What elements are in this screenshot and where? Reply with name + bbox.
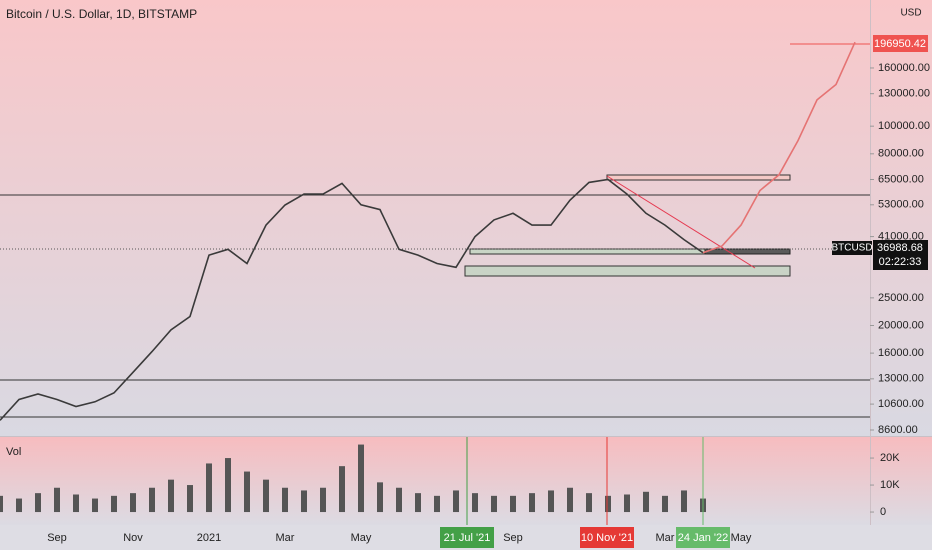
volume-bar xyxy=(377,482,383,513)
y-tick-label: 41000.00 xyxy=(878,230,924,242)
volume-bar xyxy=(0,495,3,513)
marker-label: 10 Nov '21 xyxy=(581,532,633,544)
volume-bar xyxy=(244,471,250,513)
y-tick-label: 100000.00 xyxy=(878,120,930,132)
volume-bar xyxy=(187,485,193,513)
x-tick-label: Sep xyxy=(503,532,523,544)
y-tick-label: 80000.00 xyxy=(878,148,924,160)
marker-box xyxy=(440,527,494,548)
y-tick-label: 10600.00 xyxy=(878,398,924,410)
x-tick-label: May xyxy=(731,532,752,544)
volume-bar xyxy=(624,494,630,513)
x-tick-label: May xyxy=(351,532,372,544)
y-tick-label: 8600.00 xyxy=(878,424,918,436)
price-line xyxy=(702,41,856,254)
x-tick-label: Mar xyxy=(656,532,675,544)
x-tick-label: 2021 xyxy=(197,532,221,544)
marker-box xyxy=(580,527,634,548)
y-tick-label: 13000.00 xyxy=(878,373,924,385)
trend-line xyxy=(606,175,756,269)
volume-bar xyxy=(472,493,478,513)
volume-bar xyxy=(206,463,212,513)
marker-label: 24 Jan '22 xyxy=(678,532,728,544)
marker-box xyxy=(676,527,730,548)
volume-bar xyxy=(130,493,136,513)
volume-bar xyxy=(586,493,592,513)
volume-bar xyxy=(301,490,307,513)
y-tick-label: 20000.00 xyxy=(878,319,924,331)
y-tick-label: 25000.00 xyxy=(878,292,924,304)
target-label: 196950.42 xyxy=(874,38,926,50)
volume-bar xyxy=(73,494,79,513)
y-tick-label: 20K xyxy=(880,452,900,464)
volume-bar xyxy=(358,444,364,513)
price-line xyxy=(0,178,704,421)
volume-bar xyxy=(453,490,459,513)
volume-bar xyxy=(548,490,554,513)
volume-bar xyxy=(415,493,421,513)
volume-bar xyxy=(225,458,231,513)
volume-bar xyxy=(681,490,687,513)
y-tick-label: 0 xyxy=(880,506,886,518)
x-tick-label: Nov xyxy=(123,532,143,544)
y-tick-label: 65000.00 xyxy=(878,173,924,185)
y-tick-label: 53000.00 xyxy=(878,199,924,211)
volume-bar xyxy=(263,479,269,513)
x-tick-label: Mar xyxy=(276,532,295,544)
volume-bar xyxy=(643,491,649,513)
volume-bar xyxy=(54,487,60,513)
volume-bar xyxy=(282,487,288,513)
volume-bar xyxy=(111,495,117,513)
y-tick-label: 160000.00 xyxy=(878,62,930,74)
x-tick-label: Sep xyxy=(47,532,67,544)
y-tick-label: 130000.00 xyxy=(878,88,930,100)
volume-bar xyxy=(339,466,345,513)
volume-bar xyxy=(168,479,174,513)
zone xyxy=(464,265,791,277)
chart-title: Bitcoin / U.S. Dollar, 1D, BITSTAMP xyxy=(6,7,197,21)
target-box xyxy=(873,35,928,52)
volume-bar xyxy=(567,487,573,513)
volume-bar xyxy=(92,498,98,513)
marker-label: 21 Jul '21 xyxy=(444,532,491,544)
y-tick-label: 16000.00 xyxy=(878,347,924,359)
volume-bar xyxy=(16,498,22,513)
countdown: 02:22:33 xyxy=(879,256,922,268)
volume-bar xyxy=(396,487,402,513)
volume-bar xyxy=(320,487,326,513)
zone xyxy=(606,174,791,181)
volume-title: Vol xyxy=(6,446,21,458)
volume-bar xyxy=(491,495,497,513)
volume-bar xyxy=(35,493,41,513)
y-tick-label: 10K xyxy=(880,479,900,491)
last-price-box xyxy=(873,240,928,270)
volume-bar xyxy=(434,495,440,513)
currency: USD xyxy=(900,8,921,19)
volume-pane xyxy=(0,437,932,525)
volume-bar xyxy=(149,487,155,513)
price-pane xyxy=(0,0,932,436)
volume-bar xyxy=(529,493,535,513)
symbol-label: BTCUSD xyxy=(831,243,872,254)
symbol-box xyxy=(832,241,872,255)
zone xyxy=(704,248,791,255)
volume-bar xyxy=(510,495,516,513)
last-price-label: 36988.68 xyxy=(877,242,923,254)
volume-bar xyxy=(605,495,611,513)
volume-bar xyxy=(662,495,668,513)
